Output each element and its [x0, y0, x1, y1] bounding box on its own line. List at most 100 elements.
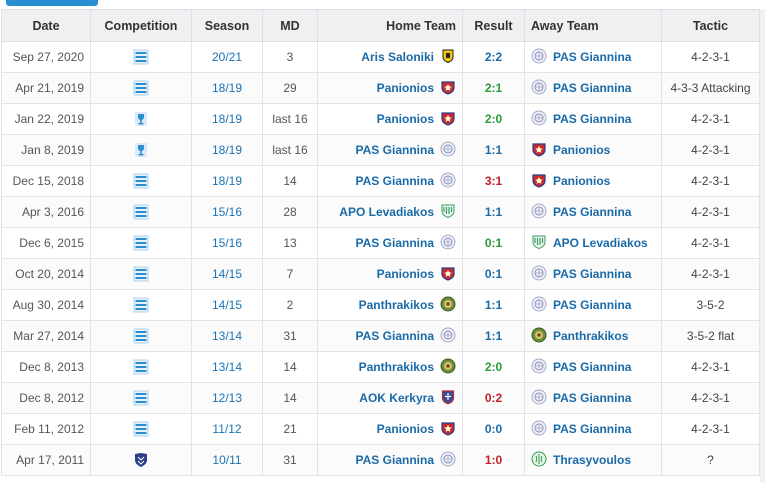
away-team-link[interactable]: PAS Giannina: [553, 205, 632, 219]
table-row[interactable]: Dec 8, 2013 13/14 14 Panthrakikos 2:0 PAS Gia…: [1, 351, 760, 383]
away-team-crest-icon[interactable]: [531, 48, 547, 67]
away-team-link[interactable]: PAS Giannina: [553, 50, 632, 64]
home-team-crest-icon[interactable]: [440, 389, 456, 408]
home-team-link[interactable]: Aris Saloniki: [361, 50, 434, 64]
away-team-link[interactable]: PAS Giannina: [553, 422, 632, 436]
away-team-link[interactable]: Panionios: [553, 143, 611, 157]
season-link[interactable]: 13/14: [211, 329, 243, 343]
match-result-link[interactable]: 3:1: [484, 174, 503, 188]
league-flag-icon[interactable]: [133, 421, 149, 437]
home-team-crest-icon[interactable]: [440, 327, 456, 346]
match-result-link[interactable]: 1:1: [484, 329, 503, 343]
competition-cell[interactable]: [90, 382, 192, 414]
second-league-shield-icon[interactable]: [133, 452, 149, 467]
home-team-link[interactable]: Panthrakikos: [358, 298, 434, 312]
table-row[interactable]: Feb 11, 2012 11/12 21 Panionios 0:0 PAS Giann…: [1, 413, 760, 445]
header-tactic[interactable]: Tactic: [661, 9, 760, 42]
competition-cell[interactable]: [90, 103, 192, 135]
cup-icon[interactable]: [134, 142, 148, 157]
match-result-link[interactable]: 2:2: [484, 50, 503, 64]
league-flag-icon[interactable]: [133, 390, 149, 406]
header-season[interactable]: Season: [191, 9, 263, 42]
away-team-crest-icon[interactable]: [531, 79, 547, 98]
away-team-crest-icon[interactable]: [531, 420, 547, 439]
match-result-link[interactable]: 2:1: [484, 81, 503, 95]
home-team-link[interactable]: Panionios: [376, 422, 434, 436]
header-date[interactable]: Date: [1, 9, 91, 42]
competition-cell[interactable]: [90, 258, 192, 290]
cup-icon[interactable]: [134, 111, 148, 126]
away-team-crest-icon[interactable]: [531, 203, 547, 222]
home-team-link[interactable]: Panionios: [376, 267, 434, 281]
season-link[interactable]: 14/15: [211, 267, 243, 281]
home-team-link[interactable]: AOK Kerkyra: [359, 391, 434, 405]
season-link[interactable]: 18/19: [211, 81, 243, 95]
table-row[interactable]: Oct 20, 2014 14/15 7 Panionios 0:1 PAS Gianni…: [1, 258, 760, 290]
season-link[interactable]: 15/16: [211, 236, 243, 250]
season-link[interactable]: 13/14: [211, 360, 243, 374]
home-team-link[interactable]: PAS Giannina: [355, 236, 434, 250]
home-team-crest-icon[interactable]: [440, 234, 456, 253]
header-away-team[interactable]: Away Team: [524, 9, 662, 42]
league-flag-icon[interactable]: [133, 297, 149, 313]
season-link[interactable]: 15/16: [211, 205, 243, 219]
match-result-link[interactable]: 1:0: [484, 453, 503, 467]
away-team-link[interactable]: PAS Giannina: [553, 391, 632, 405]
season-link[interactable]: 10/11: [212, 453, 242, 467]
away-team-crest-icon[interactable]: [531, 234, 547, 253]
league-flag-icon[interactable]: [133, 359, 149, 375]
home-team-crest-icon[interactable]: [440, 48, 456, 67]
home-team-crest-icon[interactable]: [440, 296, 456, 315]
away-team-link[interactable]: Panthrakikos: [553, 329, 629, 343]
match-result-link[interactable]: 1:1: [484, 298, 503, 312]
table-row[interactable]: Jan 22, 2019 18/19 last 16 Panionios 2:0 PAS …: [1, 103, 760, 135]
match-result-link[interactable]: 2:0: [484, 360, 503, 374]
league-flag-icon[interactable]: [133, 80, 149, 96]
table-row[interactable]: Dec 15, 2018 18/19 14 PAS Giannina 3:1 Panion…: [1, 165, 760, 197]
match-result-link[interactable]: 0:1: [484, 267, 503, 281]
league-flag-icon[interactable]: [133, 266, 149, 282]
competition-cell[interactable]: [90, 227, 192, 259]
season-link[interactable]: 18/19: [211, 112, 243, 126]
header-competition[interactable]: Competition: [90, 9, 192, 42]
table-row[interactable]: Apr 21, 2019 18/19 29 Panionios 2:1 PAS Giann…: [1, 72, 760, 104]
competition-cell[interactable]: [90, 289, 192, 321]
away-team-crest-icon[interactable]: [531, 358, 547, 377]
home-team-link[interactable]: PAS Giannina: [355, 329, 434, 343]
away-team-crest-icon[interactable]: [531, 172, 547, 191]
competition-cell[interactable]: [90, 320, 192, 352]
league-flag-icon[interactable]: [133, 173, 149, 189]
home-team-crest-icon[interactable]: [440, 141, 456, 160]
competition-cell[interactable]: [90, 72, 192, 104]
header-md[interactable]: MD: [262, 9, 318, 42]
table-row[interactable]: Apr 17, 2011 10/11 31 PAS Giannina 1:0 Thrasy…: [1, 444, 760, 476]
table-row[interactable]: Dec 8, 2012 12/13 14 AOK Kerkyra 0:2 PAS Gian…: [1, 382, 760, 414]
home-team-link[interactable]: PAS Giannina: [355, 453, 434, 467]
table-row[interactable]: Sep 27, 2020 20/21 3 Aris Saloniki 2:2 PAS Gi…: [1, 41, 760, 73]
league-flag-icon[interactable]: [133, 204, 149, 220]
away-team-link[interactable]: Panionios: [553, 174, 611, 188]
away-team-link[interactable]: Thrasyvoulos: [553, 453, 632, 467]
away-team-crest-icon[interactable]: [531, 265, 547, 284]
away-team-crest-icon[interactable]: [531, 141, 547, 160]
away-team-crest-icon[interactable]: [531, 110, 547, 129]
away-team-crest-icon[interactable]: [531, 327, 547, 346]
table-row[interactable]: Aug 30, 2014 14/15 2 Panthrakikos 1:1 PAS Gia…: [1, 289, 760, 321]
table-row[interactable]: Apr 3, 2016 15/16 28 APO Levadiakos 1:1 PAS G…: [1, 196, 760, 228]
competition-cell[interactable]: [90, 134, 192, 166]
competition-cell[interactable]: [90, 444, 192, 476]
home-team-crest-icon[interactable]: [440, 79, 456, 98]
home-team-crest-icon[interactable]: [440, 265, 456, 284]
away-team-link[interactable]: PAS Giannina: [553, 360, 632, 374]
season-link[interactable]: 12/13: [211, 391, 243, 405]
match-result-link[interactable]: 0:0: [484, 422, 503, 436]
header-home-team[interactable]: Home Team: [317, 9, 463, 42]
home-team-crest-icon[interactable]: [440, 203, 456, 222]
season-link[interactable]: 14/15: [211, 298, 243, 312]
away-team-link[interactable]: PAS Giannina: [553, 112, 632, 126]
table-row[interactable]: Mar 27, 2014 13/14 31 PAS Giannina 1:1 Panthr…: [1, 320, 760, 352]
home-team-link[interactable]: APO Levadiakos: [339, 205, 434, 219]
season-link[interactable]: 18/19: [211, 174, 243, 188]
competition-cell[interactable]: [90, 41, 192, 73]
home-team-link[interactable]: Panionios: [376, 112, 434, 126]
